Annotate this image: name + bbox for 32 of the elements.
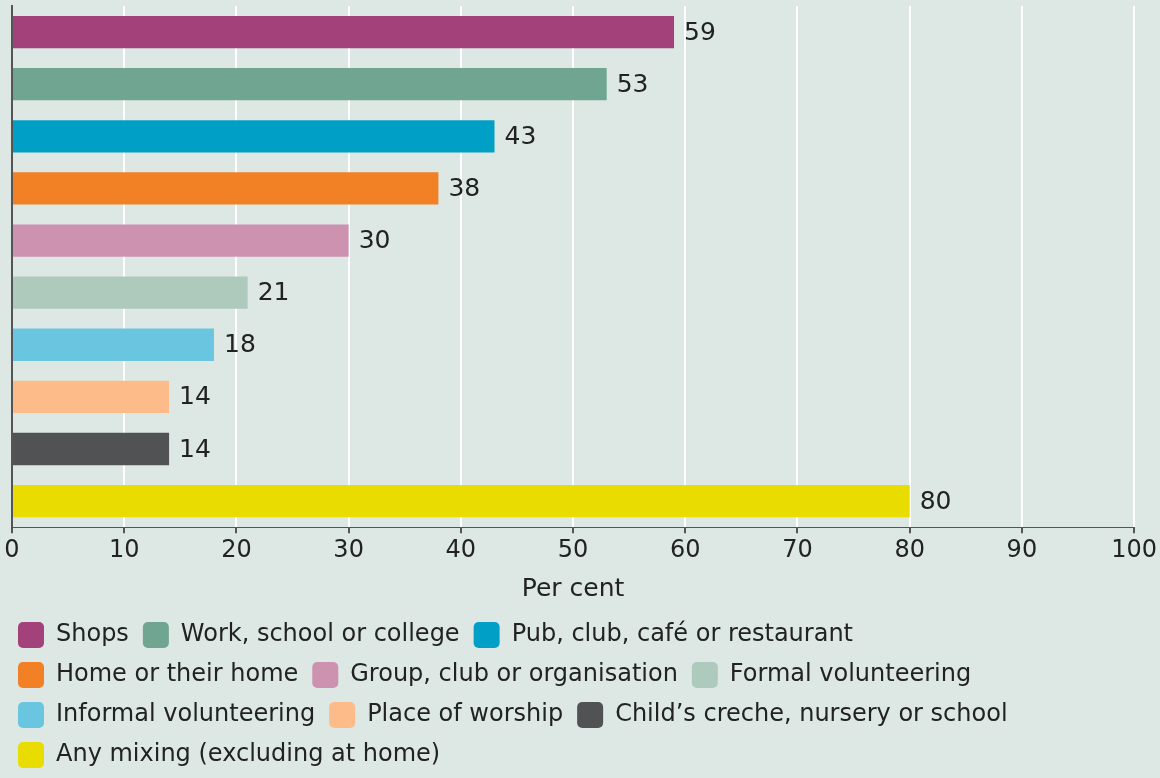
legend-label: Shops xyxy=(56,619,129,648)
x-tick-label: 40 xyxy=(445,534,477,563)
x-axis-title: Per cent xyxy=(521,572,625,602)
data-label: 21 xyxy=(257,277,290,307)
data-label: 59 xyxy=(684,16,716,46)
legend-label: Child’s creche, nursery or school xyxy=(615,699,1008,728)
data-label: 80 xyxy=(919,485,952,515)
data-label: 38 xyxy=(448,172,481,202)
x-tick-label: 90 xyxy=(1006,534,1038,563)
data-label: 30 xyxy=(358,225,391,255)
legend-label: Formal volunteering xyxy=(729,659,972,688)
legend-label: Informal volunteering xyxy=(56,699,316,728)
legend-label: Any mixing (excluding at home) xyxy=(56,739,441,768)
data-label: 14 xyxy=(179,433,211,463)
x-tick-label: 60 xyxy=(669,534,701,563)
x-tick-label: 50 xyxy=(557,534,589,563)
legend-label: Place of worship xyxy=(367,699,564,728)
legend-label: Pub, club, café or restaurant xyxy=(511,619,854,648)
legend-label: Work, school or college xyxy=(180,619,460,648)
data-label: 18 xyxy=(223,329,256,359)
data-label: 43 xyxy=(504,120,537,150)
legend-label: Group, club or organisation xyxy=(350,659,678,688)
x-tick-label: 0 xyxy=(4,534,20,563)
legend-label: Home or their home xyxy=(56,659,299,688)
x-tick-label: 10 xyxy=(108,534,140,563)
x-tick-label: 30 xyxy=(333,534,364,563)
data-label: 14 xyxy=(179,381,211,411)
x-tick-label: 70 xyxy=(782,534,813,563)
x-tick-label: 80 xyxy=(894,534,925,563)
x-tick-label: 100 xyxy=(1111,534,1157,563)
x-tick-label: 20 xyxy=(221,534,252,563)
data-label: 53 xyxy=(616,68,649,98)
